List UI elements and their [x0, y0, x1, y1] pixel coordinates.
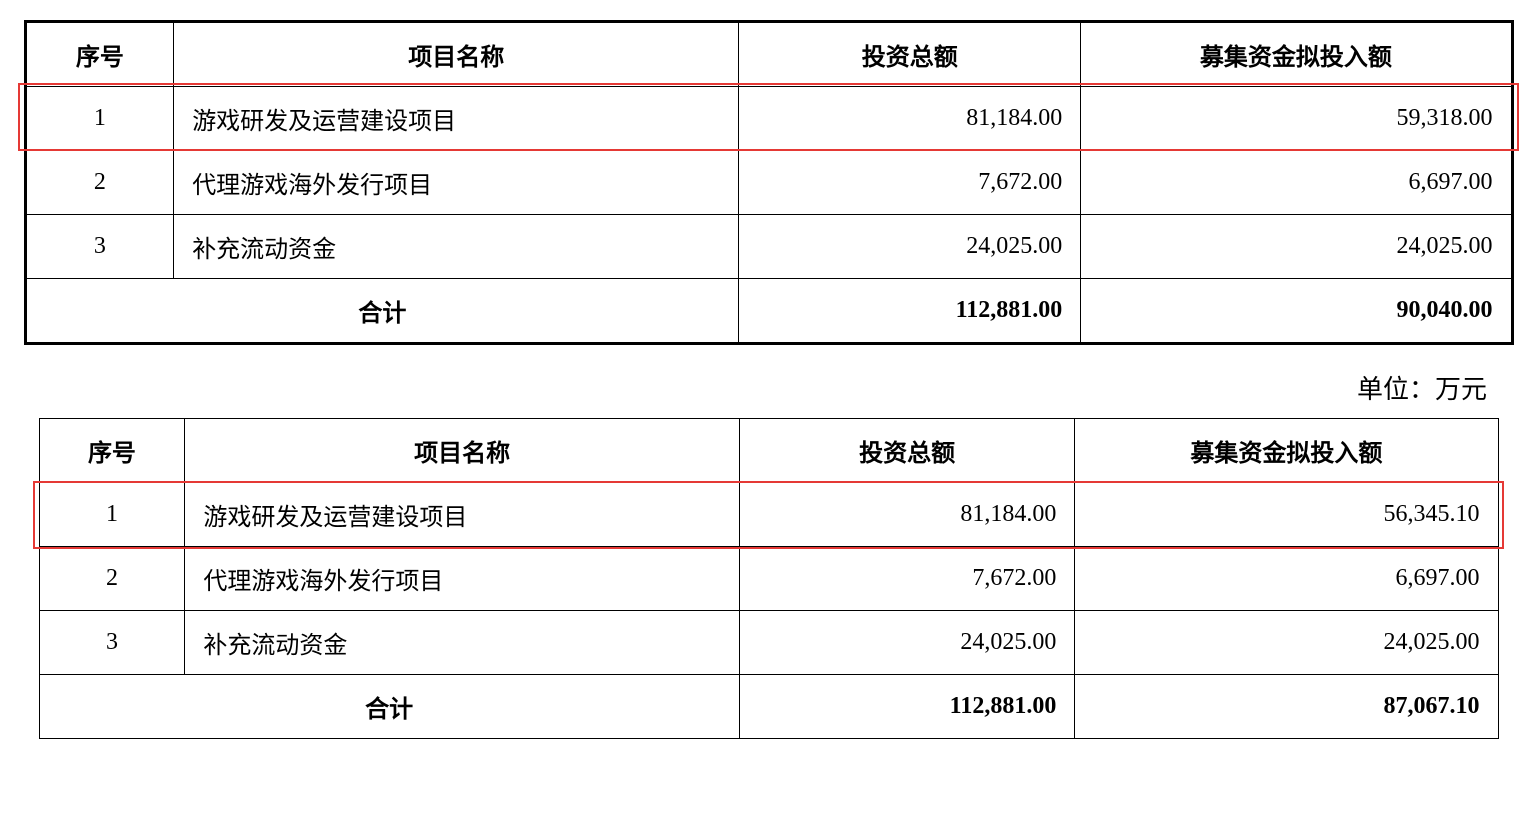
cell-name: 补充流动资金: [185, 611, 739, 675]
table2-col-name: 项目名称: [185, 419, 739, 483]
table1-wrap: 序号 项目名称 投资总额 募集资金拟投入额 1 游戏研发及运营建设项目 81,1…: [24, 20, 1514, 345]
cell-invest: 7,672.00: [739, 547, 1075, 611]
table-row: 1 游戏研发及运营建设项目 81,184.00 59,318.00: [25, 87, 1512, 151]
table2: 序号 项目名称 投资总额 募集资金拟投入额 1 游戏研发及运营建设项目 81,1…: [39, 418, 1499, 739]
cell-name: 游戏研发及运营建设项目: [174, 87, 739, 151]
cell-invest: 24,025.00: [739, 215, 1081, 279]
cell-fund: 6,697.00: [1081, 151, 1512, 215]
unit-label: 单位：万元: [20, 369, 1487, 406]
table1-total-label: 合计: [25, 279, 739, 344]
cell-fund: 59,318.00: [1081, 87, 1512, 151]
table1-total-invest: 112,881.00: [739, 279, 1081, 344]
cell-name: 补充流动资金: [174, 215, 739, 279]
table2-total-row: 合计 112,881.00 87,067.10: [39, 675, 1498, 739]
cell-name: 代理游戏海外发行项目: [185, 547, 739, 611]
cell-seq: 3: [39, 611, 185, 675]
table-row: 2 代理游戏海外发行项目 7,672.00 6,697.00: [25, 151, 1512, 215]
table2-col-seq: 序号: [39, 419, 185, 483]
cell-fund: 24,025.00: [1081, 215, 1512, 279]
table1-total-fund: 90,040.00: [1081, 279, 1512, 344]
cell-seq: 2: [25, 151, 174, 215]
table1-col-name: 项目名称: [174, 22, 739, 87]
cell-fund: 24,025.00: [1075, 611, 1498, 675]
table2-total-fund: 87,067.10: [1075, 675, 1498, 739]
table-row: 3 补充流动资金 24,025.00 24,025.00: [39, 611, 1498, 675]
table1-col-fund: 募集资金拟投入额: [1081, 22, 1512, 87]
cell-name: 游戏研发及运营建设项目: [185, 483, 739, 547]
cell-seq: 1: [25, 87, 174, 151]
cell-fund: 56,345.10: [1075, 483, 1498, 547]
table2-wrap: 序号 项目名称 投资总额 募集资金拟投入额 1 游戏研发及运营建设项目 81,1…: [39, 418, 1499, 739]
cell-seq: 2: [39, 547, 185, 611]
table2-col-invest: 投资总额: [739, 419, 1075, 483]
table1-total-row: 合计 112,881.00 90,040.00: [25, 279, 1512, 344]
table1-col-seq: 序号: [25, 22, 174, 87]
table-row: 3 补充流动资金 24,025.00 24,025.00: [25, 215, 1512, 279]
cell-seq: 3: [25, 215, 174, 279]
table2-total-invest: 112,881.00: [739, 675, 1075, 739]
table-row: 1 游戏研发及运营建设项目 81,184.00 56,345.10: [39, 483, 1498, 547]
table1-header-row: 序号 项目名称 投资总额 募集资金拟投入额: [25, 22, 1512, 87]
table1-col-invest: 投资总额: [739, 22, 1081, 87]
table1: 序号 项目名称 投资总额 募集资金拟投入额 1 游戏研发及运营建设项目 81,1…: [24, 20, 1514, 345]
cell-invest: 81,184.00: [739, 87, 1081, 151]
cell-invest: 24,025.00: [739, 611, 1075, 675]
cell-fund: 6,697.00: [1075, 547, 1498, 611]
cell-invest: 81,184.00: [739, 483, 1075, 547]
table2-header-row: 序号 项目名称 投资总额 募集资金拟投入额: [39, 419, 1498, 483]
cell-invest: 7,672.00: [739, 151, 1081, 215]
table-row: 2 代理游戏海外发行项目 7,672.00 6,697.00: [39, 547, 1498, 611]
table2-col-fund: 募集资金拟投入额: [1075, 419, 1498, 483]
cell-name: 代理游戏海外发行项目: [174, 151, 739, 215]
cell-seq: 1: [39, 483, 185, 547]
table2-total-label: 合计: [39, 675, 739, 739]
